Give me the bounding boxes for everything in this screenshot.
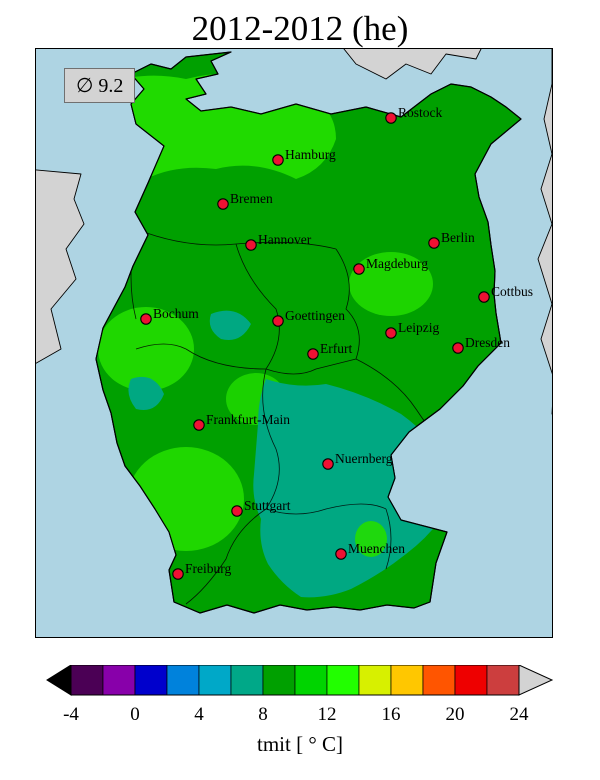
svg-text:0: 0 [130, 704, 140, 725]
svg-text:Leipzig: Leipzig [398, 320, 439, 335]
svg-text:20: 20 [446, 704, 465, 725]
svg-text:8: 8 [258, 704, 268, 725]
svg-text:Muenchen: Muenchen [348, 541, 405, 556]
svg-text:Hannover: Hannover [258, 232, 312, 247]
svg-text:Magdeburg: Magdeburg [366, 256, 428, 271]
svg-text:Cottbus: Cottbus [491, 284, 533, 299]
svg-text:16: 16 [382, 704, 401, 725]
svg-text:24: 24 [510, 704, 530, 725]
svg-text:Goettingen: Goettingen [285, 308, 345, 323]
svg-text:tmit [ ° C]: tmit [ ° C] [257, 732, 343, 756]
svg-text:Bremen: Bremen [230, 191, 273, 206]
svg-text:Frankfurt-Main: Frankfurt-Main [206, 412, 290, 427]
svg-text:-4: -4 [63, 704, 79, 725]
svg-text:Stuttgart: Stuttgart [244, 498, 291, 513]
svg-text:4: 4 [194, 704, 204, 725]
svg-text:Hamburg: Hamburg [285, 147, 336, 162]
svg-text:12: 12 [318, 704, 337, 725]
svg-text:Freiburg: Freiburg [185, 561, 231, 576]
svg-text:Berlin: Berlin [441, 230, 475, 245]
svg-text:Dresden: Dresden [465, 335, 510, 350]
svg-text:Bochum: Bochum [153, 306, 199, 321]
svg-text:Nuernberg: Nuernberg [335, 451, 393, 466]
svg-text:Rostock: Rostock [398, 105, 443, 120]
svg-text:Erfurt: Erfurt [320, 341, 352, 356]
